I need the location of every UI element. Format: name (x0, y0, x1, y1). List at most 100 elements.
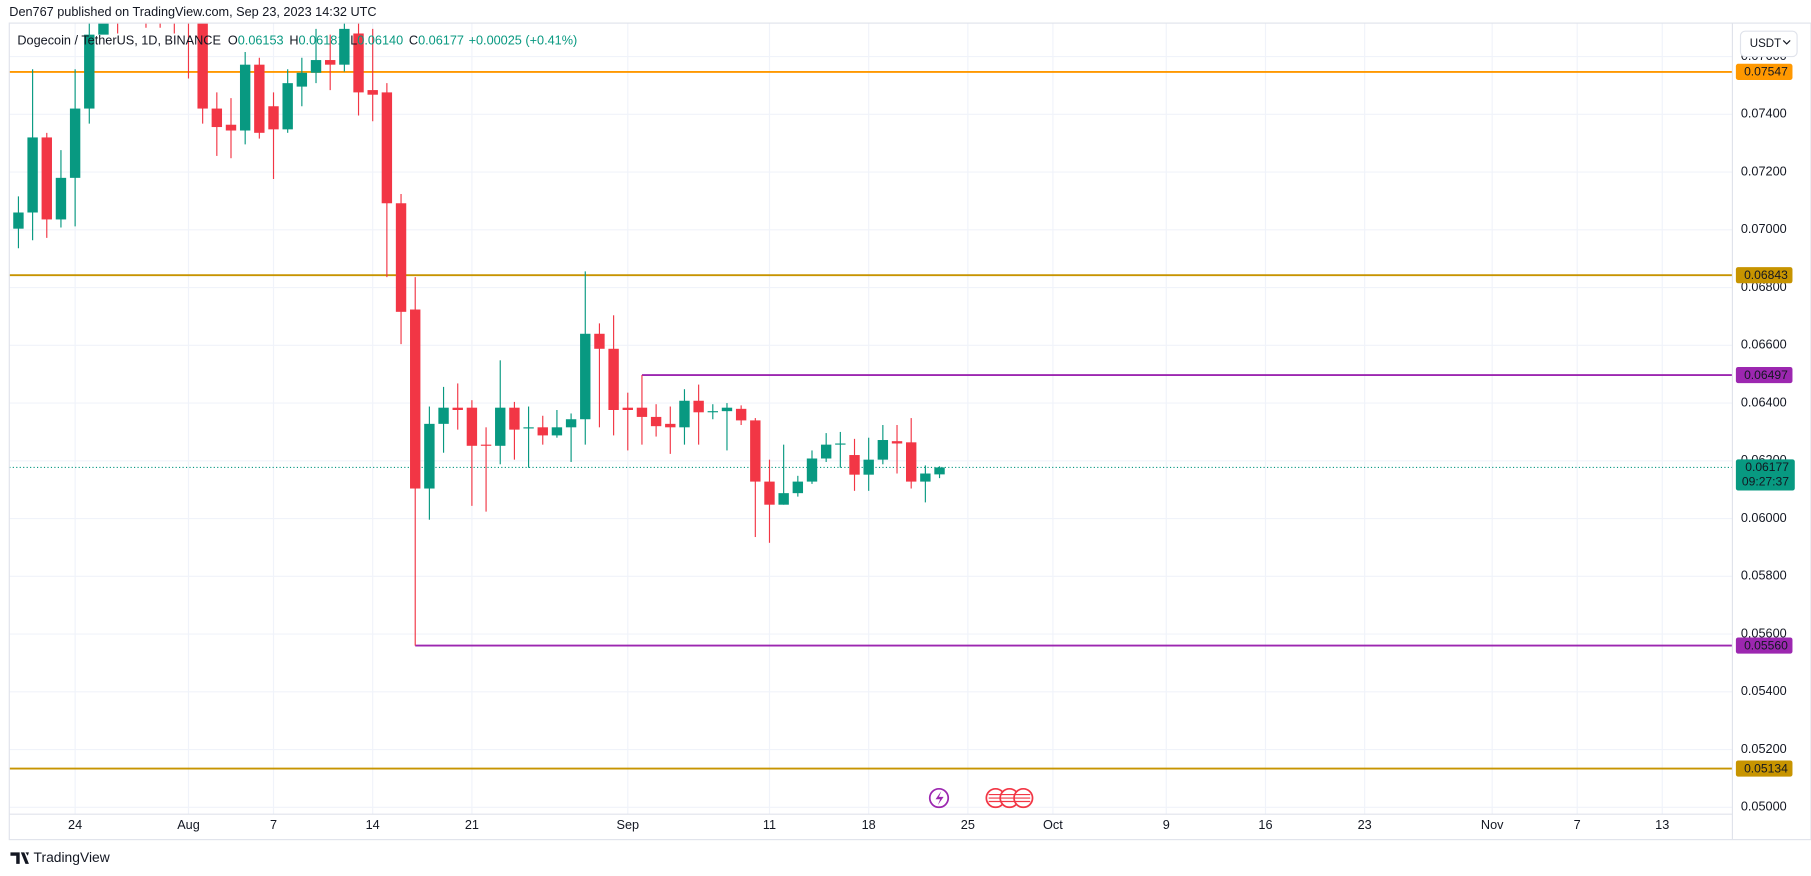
candle-body (934, 467, 945, 475)
currency-caret[interactable] (1782, 40, 1791, 45)
currency-button-box[interactable] (1739, 30, 1798, 58)
candle-body (849, 455, 860, 475)
level-label: 0.06843 (1744, 268, 1788, 282)
candle-body (480, 444, 492, 446)
candle-body (438, 407, 449, 424)
y-tick-label: 0.07000 (1741, 222, 1787, 236)
candle-body (310, 60, 322, 73)
event-flag-stripes (988, 794, 1031, 803)
candle-body (523, 427, 534, 429)
x-tick-label: 18 (862, 818, 876, 832)
candle-body (650, 416, 662, 427)
level-label-box (1735, 366, 1793, 384)
candle-body (239, 64, 251, 131)
legend-key: O (228, 34, 238, 48)
candle-body (282, 83, 293, 130)
x-tick-label: Aug (177, 818, 200, 832)
level-label-box (1735, 63, 1793, 80)
candle-body (225, 124, 237, 131)
candle-body (665, 423, 676, 428)
x-tick-label: 7 (270, 818, 277, 832)
x-tick-label: Sep (616, 818, 639, 832)
y-tick-label: 0.05800 (1741, 569, 1787, 583)
candle-body (792, 481, 804, 494)
candle-body (920, 473, 931, 482)
horizontal-lines (9, 70, 1733, 770)
level-label-box (1735, 760, 1793, 777)
candle-body (565, 419, 577, 428)
candle-body (55, 177, 67, 220)
currency-label[interactable]: USDT (1750, 38, 1781, 50)
candle-body (636, 407, 648, 417)
candle-body (551, 427, 563, 436)
x-tick-label: 13 (1655, 818, 1669, 832)
header: Den767 published on TradingView.com, Sep… (9, 5, 376, 19)
candle-body (69, 108, 81, 178)
legend: Dogecoin / TetherUS, 1D, BINANCE O0.06153… (17, 34, 577, 48)
candle-body (197, 23, 208, 109)
last-price-countdown: 09:27:37 (1742, 475, 1789, 489)
candle-body (679, 400, 690, 428)
y-tick-label: 0.05000 (1741, 800, 1787, 814)
y-tick-label: 0.06600 (1741, 338, 1787, 352)
y-tick-label: 0.06000 (1741, 511, 1787, 525)
level-label-box (1735, 637, 1793, 654)
legend-value: 0.06153 (238, 34, 284, 48)
candle-body (98, 23, 109, 35)
legend-key: H (289, 34, 298, 48)
level-label: 0.07547 (1744, 65, 1788, 79)
y-tick-label: 0.07200 (1741, 164, 1787, 178)
candle-body (509, 407, 520, 430)
candle-body (835, 443, 846, 445)
candle-body (863, 459, 874, 475)
legend-key: L (350, 34, 357, 48)
candle-body (466, 407, 478, 446)
candle-body (13, 212, 24, 229)
candle-body (693, 400, 704, 413)
last-price-label: 0.06177 (1745, 460, 1789, 474)
y-tick-label: 0.05600 (1741, 626, 1787, 640)
candle-body (381, 92, 393, 204)
legend-change: +0.00025 (+0.41%) (469, 34, 578, 48)
candle-body (41, 137, 52, 220)
y-tick-label: 0.06400 (1741, 395, 1787, 409)
x-tick-label: 9 (1163, 818, 1170, 832)
candle-body (324, 60, 336, 65)
candle-body (296, 72, 308, 87)
candle-body (580, 333, 591, 420)
x-tick-label: 7 (1574, 818, 1581, 832)
candle-body (353, 33, 364, 93)
x-tick-label: 21 (465, 818, 479, 832)
legend-value: 0.06177 (418, 34, 464, 48)
last-price-box (1735, 459, 1795, 491)
candle-body (891, 441, 903, 444)
currency-button[interactable]: USDT (1739, 30, 1798, 58)
price-labels: 0.07547 0.06843 0.06497 0.05560 0.05134 0.061… (1735, 63, 1795, 777)
candle-body (27, 137, 38, 213)
legend-symbol: Dogecoin / TetherUS, 1D, BINANCE (17, 34, 221, 48)
candle-body (750, 420, 761, 482)
x-tick-label: 14 (366, 818, 380, 832)
level-label: 0.05134 (1744, 761, 1788, 775)
candle-body (806, 458, 818, 482)
candle-body (410, 309, 421, 489)
candle-body (339, 28, 350, 65)
y-tick-label: 0.06800 (1741, 280, 1787, 294)
x-tick-label: 11 (763, 818, 776, 832)
event-bolt (935, 791, 944, 805)
events (928, 787, 1034, 809)
y-tick-label: 0.05200 (1741, 742, 1787, 756)
candle-body (594, 333, 605, 349)
candles (13, 23, 945, 646)
footer-text[interactable]: TradingView (34, 849, 111, 865)
y-tick-label: 0.07400 (1741, 107, 1787, 121)
x-tick-label: Oct (1043, 818, 1063, 832)
x-tick-label: 23 (1358, 818, 1372, 832)
legend-key: C (409, 34, 418, 48)
x-tick-label: 16 (1258, 818, 1272, 832)
candle-body (254, 64, 265, 133)
candle-body (211, 108, 223, 128)
candle-body (735, 408, 747, 421)
